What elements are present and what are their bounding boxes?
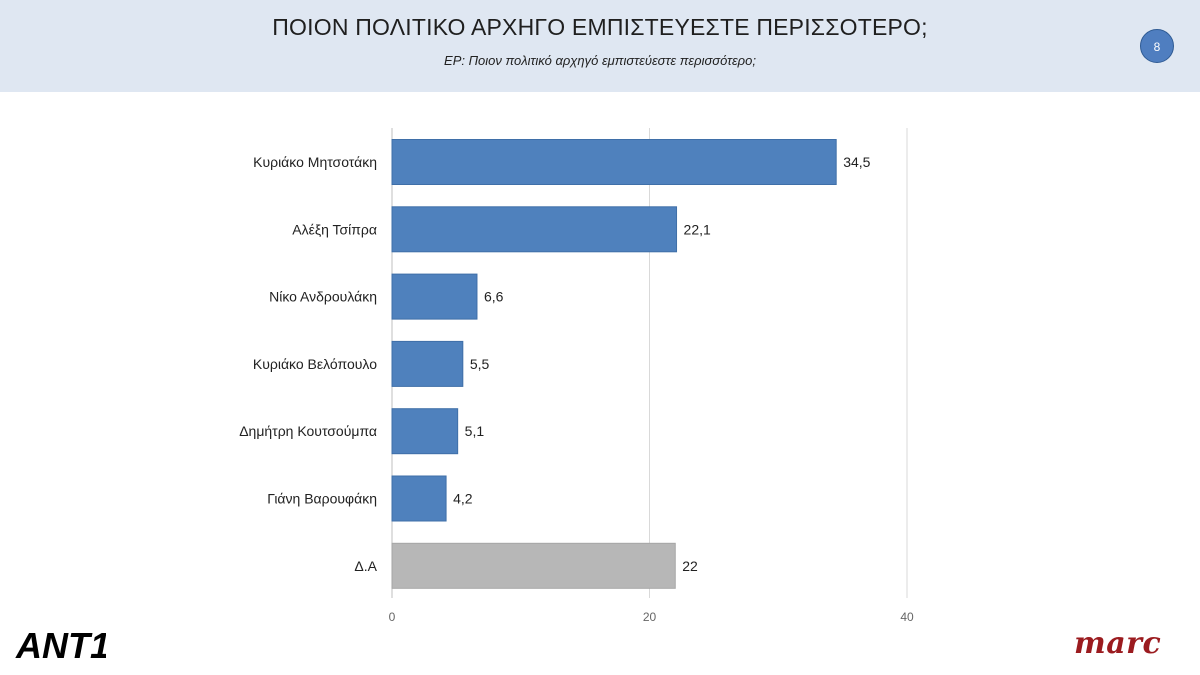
bar-3 bbox=[391, 340, 464, 387]
category-label: Αλέξη Τσίπρα bbox=[292, 221, 377, 237]
page-number-badge: 8 bbox=[1140, 29, 1174, 63]
category-label: Κυριάκο Βελόπουλο bbox=[253, 356, 377, 372]
bar-4 bbox=[391, 408, 459, 455]
bar-1 bbox=[391, 206, 678, 253]
page-subtitle: ΕΡ: Ποιον πολιτικό αρχηγό εμπιστεύεστε π… bbox=[444, 53, 756, 68]
x-tick-label: 0 bbox=[389, 610, 396, 624]
category-label: Νίκο Ανδρουλάκη bbox=[269, 289, 377, 305]
bar-0 bbox=[391, 139, 837, 185]
category-label: Γιάνη Βαρουφάκη bbox=[267, 491, 377, 507]
x-tick-label: 40 bbox=[900, 610, 914, 624]
page-title: ΠΟΙΟΝ ΠΟΛΙΤΙΚΟ ΑΡΧΗΓΟ ΕΜΠΙΣΤΕΥΕΣΤΕ ΠΕΡΙΣ… bbox=[272, 14, 928, 40]
value-label: 22,1 bbox=[684, 221, 711, 237]
bar-2 bbox=[391, 273, 478, 320]
ant1-logo-text: ANT1 bbox=[15, 625, 106, 664]
value-label: 5,1 bbox=[465, 423, 485, 439]
category-label: Δ.Α bbox=[354, 558, 377, 574]
header-banner: ΠΟΙΟΝ ΠΟΛΙΤΙΚΟ ΑΡΧΗΓΟ ΕΜΠΙΣΤΕΥΕΣΤΕ ΠΕΡΙΣ… bbox=[0, 0, 1200, 92]
ant1-logo: ANT1 bbox=[15, 625, 106, 664]
value-label: 6,6 bbox=[484, 289, 504, 305]
bar-5 bbox=[391, 475, 447, 522]
value-label: 4,2 bbox=[453, 491, 473, 507]
bar-6 bbox=[391, 542, 676, 589]
x-tick-label: 20 bbox=[643, 610, 657, 624]
marc-logo: marc bbox=[1074, 626, 1162, 661]
value-label: 22 bbox=[682, 558, 698, 574]
value-label: 5,5 bbox=[470, 356, 490, 372]
category-label: Κυριάκο Μητσοτάκη bbox=[253, 154, 377, 170]
category-label: Δημήτρη Κουτσούμπα bbox=[239, 423, 377, 439]
value-label: 34,5 bbox=[843, 154, 870, 170]
